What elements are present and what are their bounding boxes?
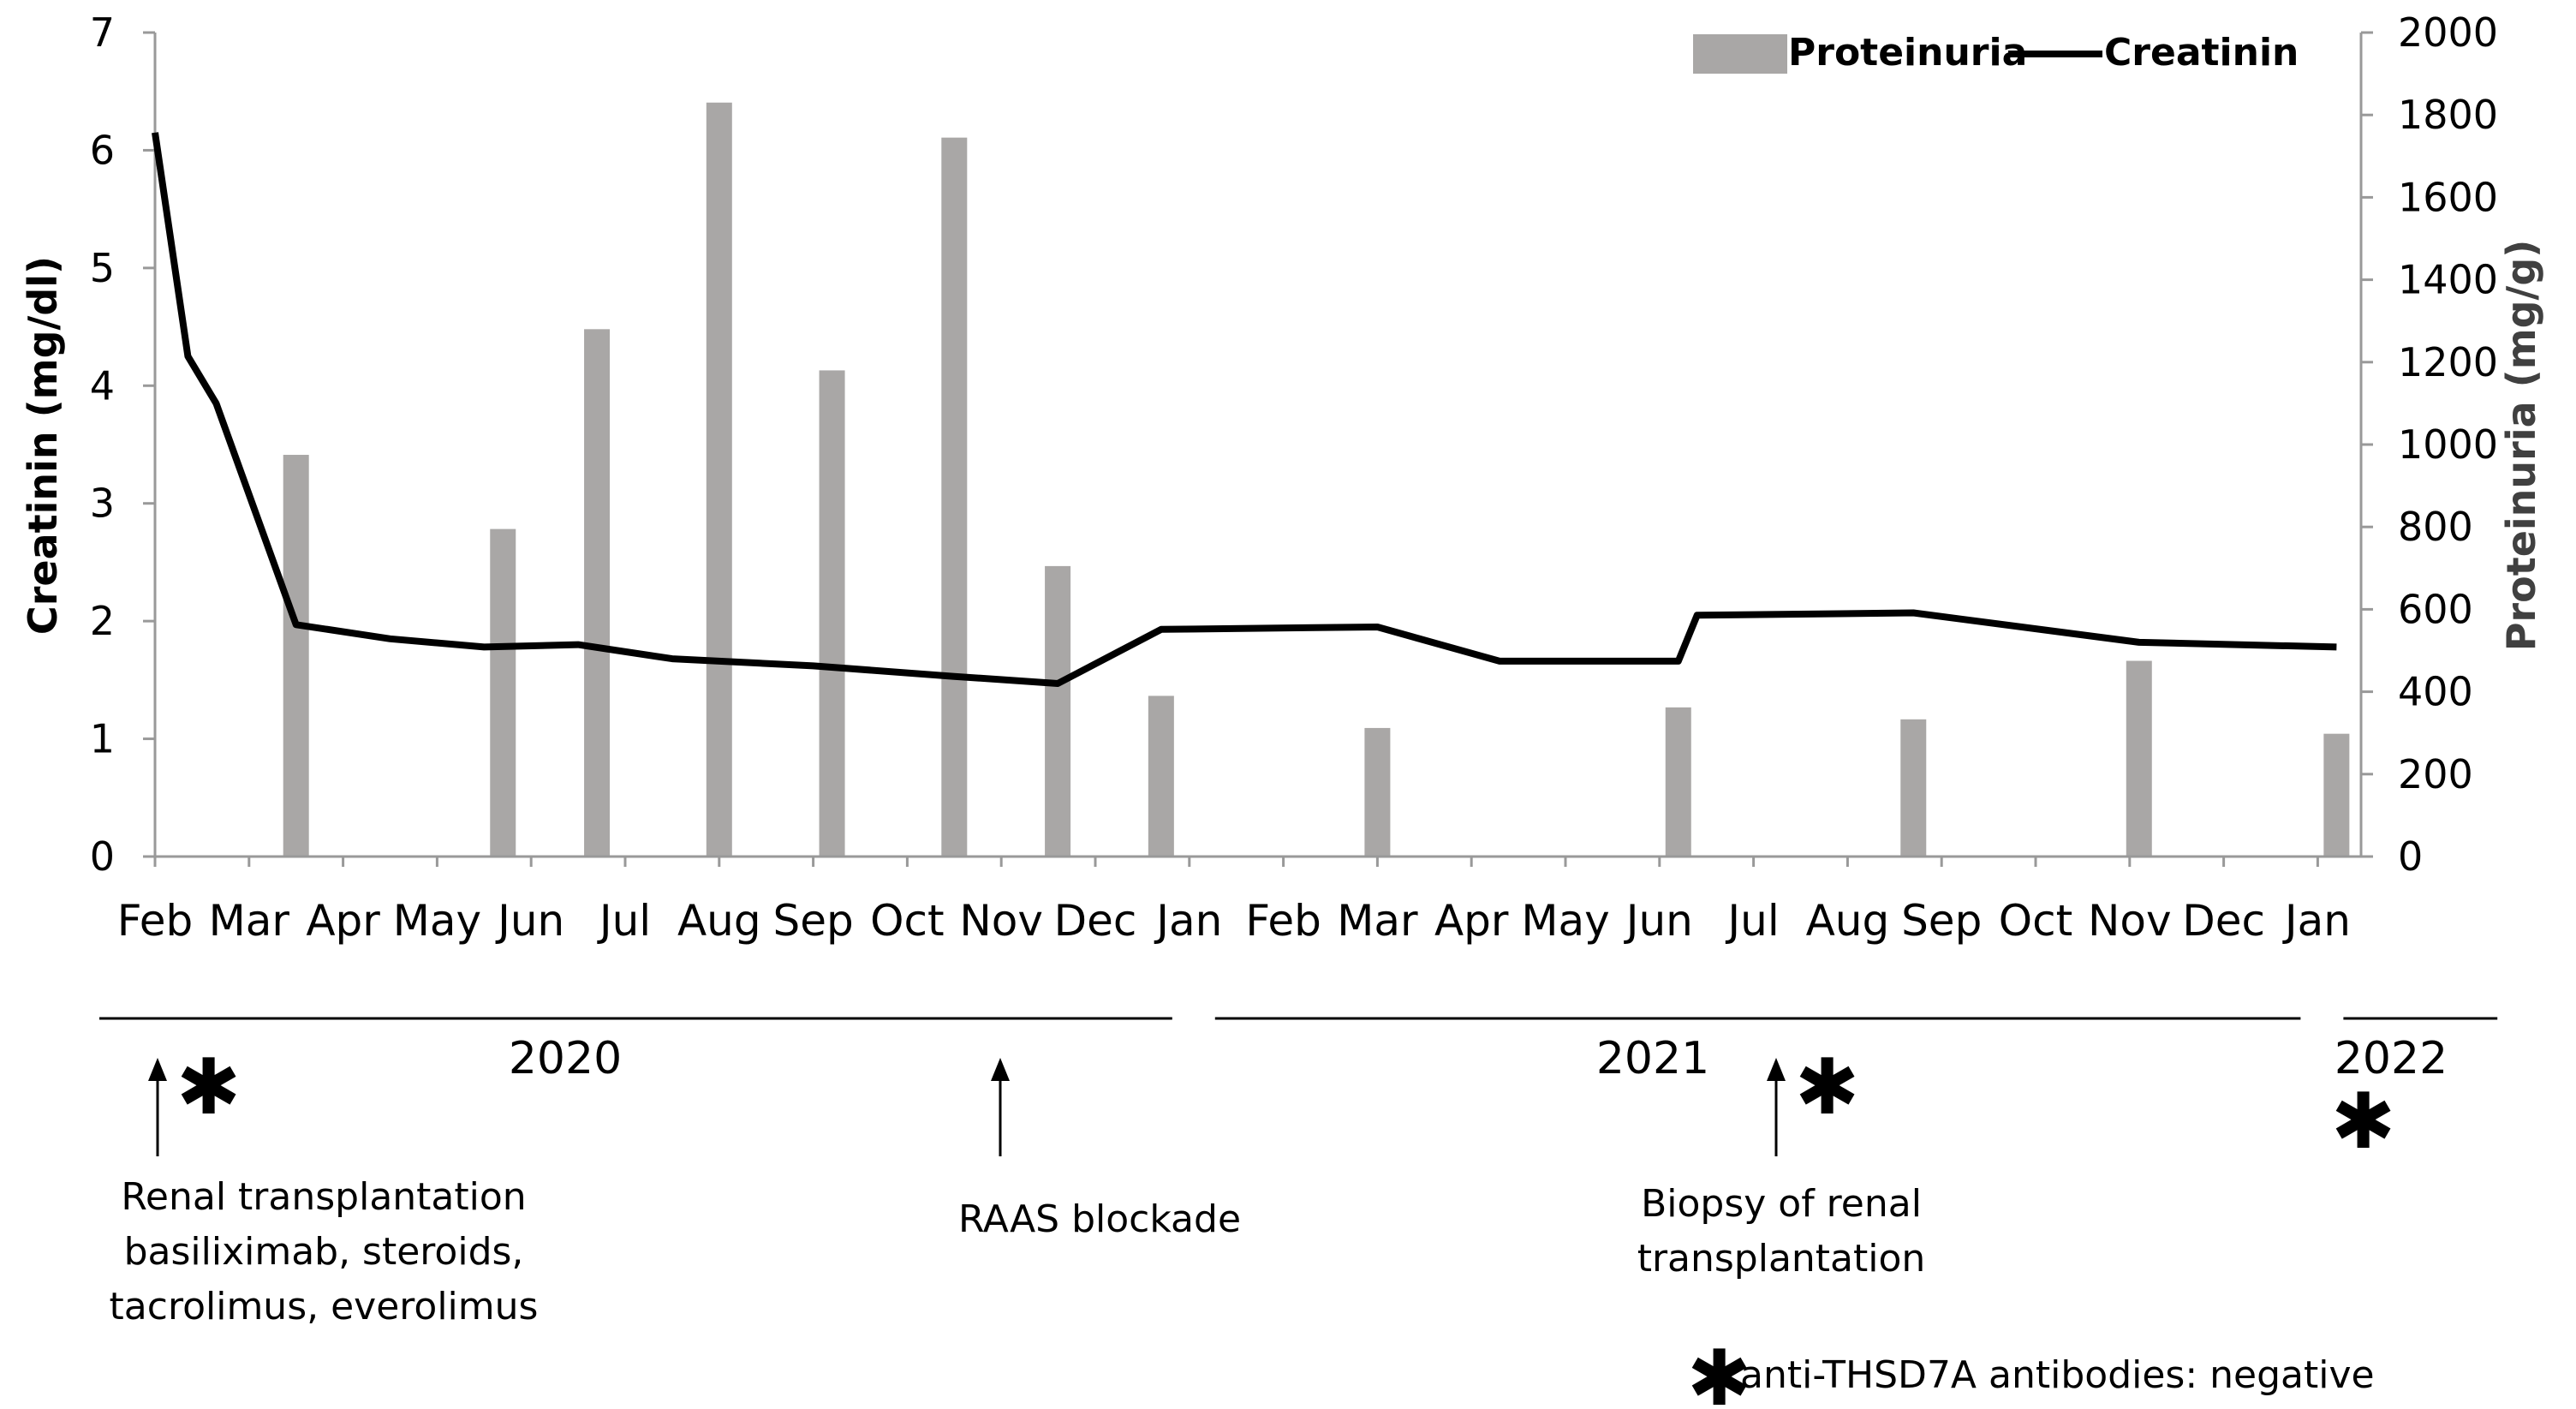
- left-tick-label-7: 7: [90, 9, 115, 56]
- right-tick-label-5: 1000: [2398, 421, 2498, 468]
- left-tick-label-5: 5: [90, 245, 115, 291]
- month-label-0: Feb: [117, 896, 194, 946]
- proteinuria-bar-10: [1900, 719, 1927, 857]
- left-tick-label-3: 3: [90, 481, 115, 527]
- event-0-line-2: tacrolimus, everolimus: [110, 1285, 539, 1328]
- month-label-3: May: [393, 896, 481, 946]
- right-tick-label-9: 1800: [2398, 92, 2498, 138]
- left-axis-title: Creatinin (mg/dl): [20, 256, 66, 635]
- month-label-20: Oct: [1999, 896, 2072, 946]
- right-tick-label-4: 800: [2398, 504, 2473, 550]
- month-label-19: Sep: [1901, 896, 1982, 946]
- left-axis-ticks: 0 1 2 3 4 5 6 7: [90, 9, 155, 880]
- right-tick-label-2: 400: [2398, 669, 2473, 715]
- month-label-8: Oct: [870, 896, 944, 946]
- left-tick-label-4: 4: [90, 362, 115, 409]
- proteinuria-bar-6: [1045, 565, 1071, 857]
- month-label-21: Nov: [2088, 896, 2172, 946]
- proteinuria-bar-12: [2323, 733, 2350, 857]
- footnote-text: anti-THSD7A antibodies: negative: [1740, 1353, 2375, 1397]
- event-star-0: ✱: [176, 1042, 241, 1132]
- month-label-1: Mar: [209, 896, 290, 946]
- month-label-11: Jan: [1154, 896, 1222, 946]
- proteinuria-bar-4: [819, 370, 845, 857]
- year-timeline: 2020 2021 2022: [99, 1017, 2498, 1084]
- legend-proteinuria-swatch: [1693, 34, 1787, 74]
- right-tick-label-0: 0: [2398, 833, 2423, 880]
- right-axis-title: Proteinuria (mg/g): [2498, 240, 2544, 652]
- event-2-line-1: transplantation: [1637, 1237, 1926, 1281]
- proteinuria-bar-7: [1148, 696, 1174, 857]
- year-label-2022: 2022: [2334, 1033, 2448, 1084]
- event-arrowhead-1: [991, 1058, 1010, 1081]
- proteinuria-bar-8: [1364, 727, 1391, 857]
- month-label-4: Jun: [495, 896, 564, 946]
- event-arrowhead-0: [148, 1058, 167, 1081]
- legend: Proteinuria Creatinin: [1693, 31, 2299, 75]
- right-tick-label-10: 2000: [2398, 9, 2498, 56]
- month-label-9: Nov: [959, 896, 1043, 946]
- creatinin-line: [152, 132, 2337, 687]
- month-label-10: Dec: [1054, 896, 1137, 946]
- proteinuria-bars: [283, 102, 2350, 857]
- year-label-2021: 2021: [1596, 1033, 1709, 1084]
- right-tick-label-3: 600: [2398, 586, 2473, 632]
- proteinuria-bar-2: [584, 329, 611, 857]
- proteinuria-bar-5: [941, 137, 968, 857]
- legend-proteinuria-label: Proteinuria: [1788, 31, 2027, 75]
- month-label-2: Apr: [306, 896, 380, 946]
- year-label-2020: 2020: [509, 1033, 622, 1084]
- event-star-2: ✱: [1795, 1042, 1859, 1132]
- event-1-line-0: RAAS blockade: [958, 1197, 1241, 1241]
- month-labels: Feb Mar Apr May Jun Jul Aug Sep Oct Nov Dec Jan Feb M…: [117, 896, 2351, 946]
- proteinuria-bar-9: [1665, 707, 1691, 857]
- right-tick-label-1: 200: [2398, 751, 2473, 797]
- left-tick-label-2: 2: [90, 598, 115, 644]
- right-tick-label-8: 1600: [2398, 174, 2498, 220]
- proteinuria-bar-1: [490, 528, 516, 857]
- month-label-15: May: [1521, 896, 1609, 946]
- right-tick-label-6: 1200: [2398, 339, 2498, 385]
- month-label-12: Feb: [1245, 896, 1321, 946]
- event-0-line-0: Renal transplantation: [121, 1175, 526, 1219]
- event-0-line-1: basiliximab, steroids,: [124, 1230, 524, 1274]
- event-annotations: ✱ Renal transplantation basiliximab, stero…: [110, 1042, 2396, 1328]
- month-label-22: Dec: [2182, 896, 2265, 946]
- proteinuria-bar-0: [283, 455, 309, 857]
- left-tick-label-0: 0: [90, 833, 115, 880]
- month-label-17: Jul: [1725, 896, 1779, 946]
- legend-creatinin-label: Creatinin: [2104, 31, 2299, 75]
- proteinuria-bar-3: [706, 102, 732, 857]
- right-axis-ticks: 0 200 400 600 800 1000 1200 1400 1600 1800 2000: [2361, 9, 2498, 880]
- month-label-6: Aug: [677, 896, 761, 946]
- left-tick-label-6: 6: [90, 127, 115, 173]
- right-tick-label-7: 1400: [2398, 257, 2498, 303]
- month-label-18: Aug: [1806, 896, 1890, 946]
- month-label-14: Apr: [1434, 896, 1509, 946]
- axes: [153, 33, 2363, 858]
- creatinin-line-layer: [152, 132, 2337, 687]
- x-ticks: [153, 857, 2319, 867]
- month-label-13: Mar: [1337, 896, 1418, 946]
- event-2-line-0: Biopsy of renal: [1641, 1182, 1922, 1226]
- proteinuria-bar-11: [2126, 660, 2152, 857]
- month-label-16: Jun: [1624, 896, 1693, 946]
- event-arrowhead-2: [1767, 1058, 1786, 1081]
- left-tick-label-1: 1: [90, 716, 115, 762]
- month-label-5: Jul: [597, 896, 651, 946]
- month-label-23: Jan: [2282, 896, 2351, 946]
- footnote: ✱ anti-THSD7A antibodies: negative: [1687, 1334, 2375, 1409]
- month-label-7: Sep: [772, 896, 853, 946]
- year-2022-star: ✱: [2331, 1077, 2395, 1167]
- footnote-star: ✱: [1687, 1334, 1751, 1409]
